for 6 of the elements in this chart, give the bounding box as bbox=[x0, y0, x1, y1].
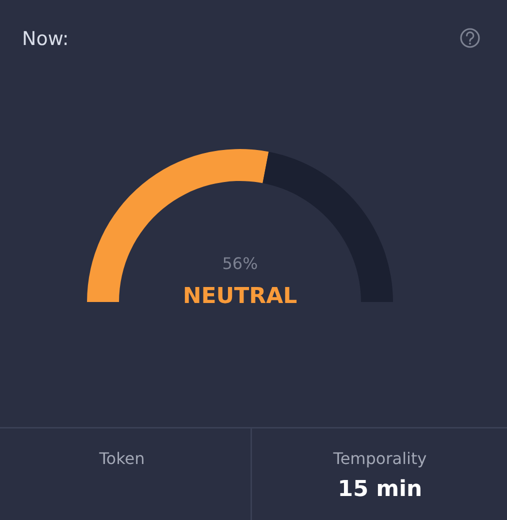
text: Token bbox=[98, 449, 145, 468]
text: NEUTRAL bbox=[182, 284, 298, 309]
data-label: 56% bbox=[222, 254, 258, 273]
text: Temporality bbox=[332, 449, 427, 468]
text: 15 min bbox=[338, 477, 422, 502]
chart-title: Now: bbox=[22, 28, 69, 50]
